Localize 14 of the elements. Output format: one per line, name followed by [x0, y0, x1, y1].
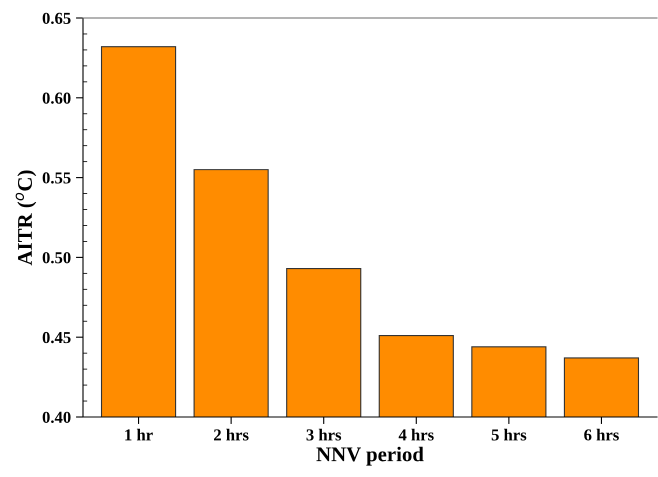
y-tick-label: 0.45	[42, 332, 71, 344]
x-axis-title: NNV period	[316, 446, 424, 466]
y-tick-label: 0.40	[42, 412, 71, 424]
y-tick-label: 0.60	[42, 92, 71, 104]
y-axis-title: AITR ($^{o}$C)	[16, 170, 36, 266]
y-tick-label: 0.50	[42, 252, 71, 264]
y-tick-label: 0.65	[42, 12, 71, 24]
x-tick-label: 6 hrs	[584, 428, 619, 441]
x-tick-label: 3 hrs	[306, 428, 342, 441]
y-tick-label: 0.55	[42, 172, 71, 184]
x-tick-label: 4 hrs	[398, 428, 434, 441]
x-tick-label: 2 hrs	[214, 428, 249, 441]
x-tick-label: 5 hrs	[492, 428, 526, 441]
x-tick-label: 1 hr	[125, 428, 153, 440]
